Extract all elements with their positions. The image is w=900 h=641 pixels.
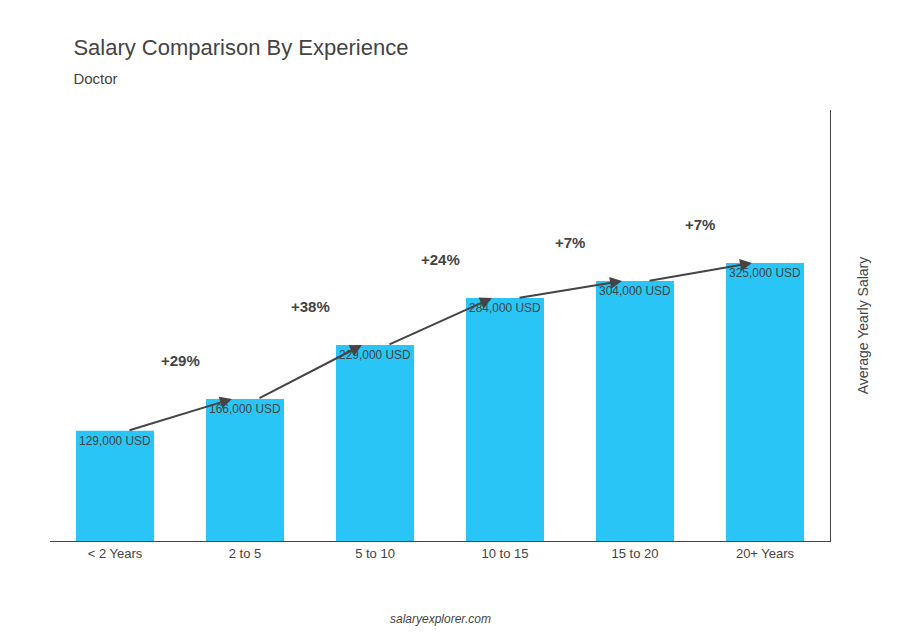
svg-text:304,000 USD: 304,000 USD bbox=[599, 284, 671, 298]
svg-text:2 to 5: 2 to 5 bbox=[229, 546, 262, 561]
svg-text:15 to 20: 15 to 20 bbox=[612, 546, 659, 561]
svg-text:20+ Years: 20+ Years bbox=[736, 546, 795, 561]
svg-text:325,000 USD: 325,000 USD bbox=[729, 266, 801, 280]
svg-text:229,000 USD: 229,000 USD bbox=[339, 348, 411, 362]
svg-text:284,000 USD: 284,000 USD bbox=[469, 301, 541, 315]
svg-text:+38%: +38% bbox=[291, 298, 330, 315]
svg-text:166,000 USD: 166,000 USD bbox=[209, 402, 281, 416]
svg-text:+24%: +24% bbox=[421, 251, 460, 268]
svg-text:+7%: +7% bbox=[555, 234, 585, 251]
svg-text:salaryexplorer.com: salaryexplorer.com bbox=[390, 612, 491, 626]
svg-text:+29%: +29% bbox=[161, 352, 200, 369]
svg-text:< 2 Years: < 2 Years bbox=[88, 546, 143, 561]
svg-text:5 to 10: 5 to 10 bbox=[355, 546, 395, 561]
svg-text:Average Yearly Salary: Average Yearly Salary bbox=[855, 257, 871, 395]
svg-text:129,000 USD: 129,000 USD bbox=[79, 434, 151, 448]
svg-text:Salary Comparison By Experienc: Salary Comparison By Experience bbox=[73, 35, 408, 60]
svg-text:Doctor: Doctor bbox=[73, 70, 117, 87]
svg-text:10 to 15: 10 to 15 bbox=[482, 546, 529, 561]
svg-text:+7%: +7% bbox=[685, 216, 715, 233]
